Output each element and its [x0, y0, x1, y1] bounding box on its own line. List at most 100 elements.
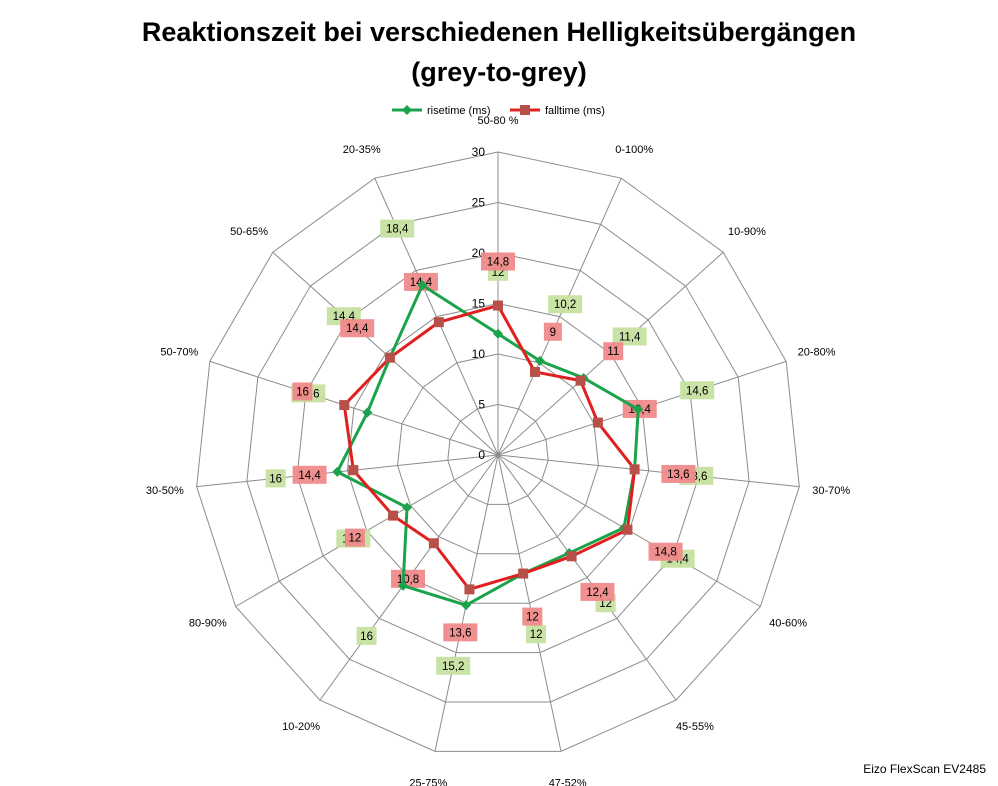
r-tick-label: 25 [472, 196, 486, 210]
falltime-marker [622, 524, 633, 535]
data-label: 12 [526, 612, 539, 624]
category-label: 10-20% [282, 721, 320, 733]
data-label: 11,4 [619, 331, 641, 343]
falltime-marker [493, 300, 503, 311]
category-label: 50-70% [160, 346, 198, 358]
grid-ring [447, 403, 549, 505]
category-label: 0-100% [615, 144, 653, 156]
risetime-marker [362, 407, 373, 418]
grid-ring [196, 151, 800, 752]
legend-marker [520, 105, 530, 115]
falltime-marker [433, 317, 444, 328]
data-label-box [648, 542, 683, 561]
monitor-name: Eizo FlexScan EV2485 [863, 762, 986, 776]
data-label: 18,4 [386, 224, 409, 236]
category-label: 25-75% [409, 778, 447, 786]
data-label-box [344, 528, 365, 547]
data-label-box [391, 569, 426, 588]
legend-label: falltime (ms) [545, 105, 605, 117]
falltime-marker [348, 465, 359, 476]
falltime-marker [592, 417, 603, 428]
series-lines [332, 280, 644, 611]
data-label-box [526, 625, 547, 644]
category-label: 45-55% [676, 721, 714, 733]
grid-spoke [497, 454, 800, 488]
data-label-box [443, 623, 478, 642]
data-label-box [543, 322, 562, 341]
category-label: 80-90% [189, 618, 227, 630]
falltime-marker [388, 510, 399, 521]
falltime-marker [518, 568, 529, 579]
grid-spoke [497, 177, 622, 456]
risetime-marker [534, 355, 545, 366]
data-label-box [481, 252, 515, 271]
data-label-box [292, 382, 313, 401]
grid-spoke [196, 454, 499, 488]
data-label: 11 [607, 346, 619, 358]
grid-spoke [209, 360, 499, 456]
series-line [335, 283, 640, 607]
grid-ring [346, 302, 650, 604]
data-label: 12 [349, 533, 362, 545]
falltime-marker [566, 551, 577, 562]
r-tick-label: 10 [472, 347, 486, 361]
grid-spoke [497, 454, 677, 701]
data-label-box [603, 342, 624, 361]
falltime-marker [529, 366, 540, 377]
risetime-marker [332, 466, 343, 477]
risetime-marker [461, 600, 472, 611]
grid-ring [246, 201, 750, 703]
risetime-marker [398, 580, 409, 591]
legend: risetime (ms) falltime (ms) [392, 105, 605, 117]
data-label-box [522, 607, 543, 626]
data-label-box [548, 295, 583, 314]
legend-marker [402, 105, 412, 115]
category-label: 30-50% [146, 485, 184, 497]
category-label: 50-65% [230, 226, 268, 238]
data-label: 14,8 [654, 547, 676, 559]
data-label-box [436, 656, 471, 675]
grid-ring [296, 252, 700, 654]
data-label-box [612, 327, 647, 346]
legend-label: risetime (ms) [427, 105, 491, 117]
risetime-marker [633, 404, 644, 415]
data-label-box [265, 469, 286, 488]
risetime-marker [402, 502, 413, 513]
data-label: 16 [269, 473, 282, 485]
data-label: 12 [599, 598, 612, 610]
falltime-marker [428, 538, 439, 549]
data-label: 14,4 [346, 323, 369, 335]
data-label: 14,6 [686, 385, 708, 397]
falltime-marker [464, 584, 475, 595]
data-label: 16 [296, 386, 309, 398]
category-label: 30-70% [812, 485, 850, 497]
r-tick-label: 0 [478, 448, 485, 462]
data-label-box [580, 582, 615, 601]
data-label: 16 [360, 631, 373, 643]
falltime-marker [384, 352, 395, 363]
data-label-box [356, 626, 377, 645]
data-label: 10,2 [554, 299, 576, 311]
chart-title-line1: Reaktionszeit bei verschiedenen Helligke… [141, 17, 857, 47]
data-label-box [292, 465, 327, 484]
data-label-box [661, 464, 696, 483]
data-label: 12,4 [586, 587, 609, 599]
data-label: 13,6 [449, 627, 471, 639]
grid-ring [397, 353, 599, 555]
data-label: 14,8 [487, 257, 509, 269]
falltime-marker [575, 375, 586, 386]
grid-spoke [497, 454, 562, 752]
data-label-box [380, 219, 415, 238]
data-label-box [340, 319, 375, 338]
r-tick-label: 30 [472, 145, 486, 159]
category-label: 20-80% [798, 346, 836, 358]
chart-title-line2: (grey-to-grey) [411, 57, 587, 87]
data-label: 9 [550, 327, 556, 339]
risetime-marker [417, 280, 428, 291]
r-tick-label: 5 [478, 398, 485, 412]
data-label: 13,6 [667, 469, 689, 481]
data-label: 15,2 [442, 661, 464, 673]
category-label: 50-80 % [478, 115, 519, 127]
